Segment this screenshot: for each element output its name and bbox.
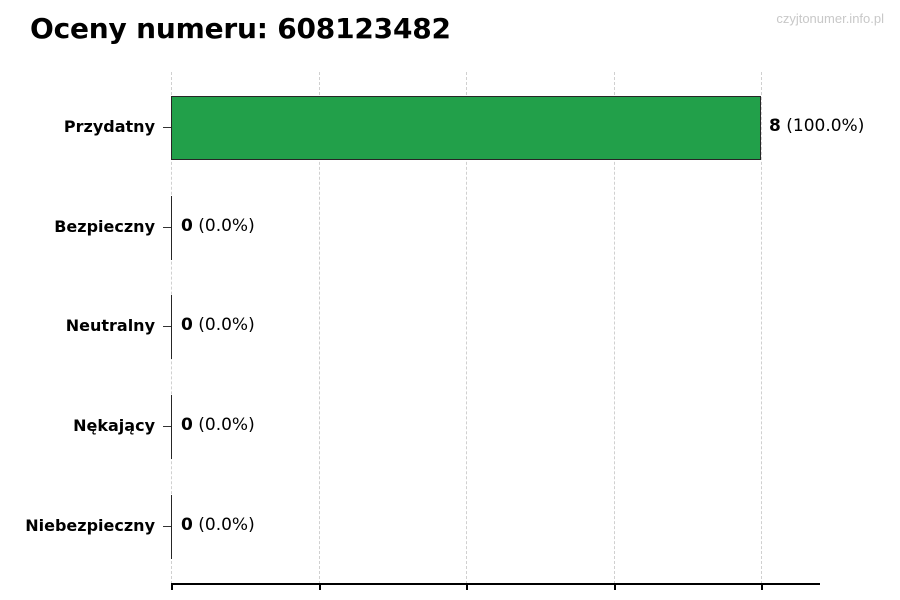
value-percent: (0.0%)	[198, 315, 255, 335]
x-tick-0	[171, 584, 173, 590]
value-count: 0	[181, 415, 193, 435]
value-count: 8	[769, 116, 781, 136]
bar-row: Bezpieczny 0 (0.0%)	[0, 196, 900, 260]
bar-row: Przydatny 8 (100.0%)	[0, 96, 900, 160]
category-label-niebezpieczny: Niebezpieczny	[25, 516, 155, 535]
x-tick-1	[318, 584, 321, 590]
value-count: 0	[181, 216, 193, 236]
x-tick-4	[761, 584, 763, 590]
gridline-3	[613, 72, 615, 584]
value-percent: (0.0%)	[198, 216, 255, 236]
value-label-przydatny: 8 (100.0%)	[769, 116, 864, 136]
y-tick-3	[163, 426, 172, 427]
y-tick-4	[163, 526, 172, 527]
gridline-4	[761, 72, 762, 584]
value-percent: (0.0%)	[198, 515, 255, 535]
y-tick-1	[163, 227, 172, 228]
bar-bezpieczny[interactable]	[171, 196, 172, 260]
x-tick-2	[466, 584, 468, 590]
bar-neutralny[interactable]	[171, 295, 172, 359]
value-count: 0	[181, 315, 193, 335]
bar-przydatny[interactable]	[171, 96, 761, 160]
value-label-bezpieczny: 0 (0.0%)	[181, 216, 255, 236]
y-tick-2	[163, 326, 172, 327]
category-label-bezpieczny: Bezpieczny	[54, 217, 155, 236]
gridline-1	[318, 72, 320, 584]
bar-nekajacy[interactable]	[171, 395, 172, 459]
category-label-nekajacy: Nękający	[73, 416, 155, 435]
bar-row: Neutralny 0 (0.0%)	[0, 295, 900, 359]
page-title: Oceny numeru: 608123482	[30, 12, 451, 45]
value-label-neutralny: 0 (0.0%)	[181, 315, 255, 335]
value-percent: (0.0%)	[198, 415, 255, 435]
value-label-niebezpieczny: 0 (0.0%)	[181, 515, 255, 535]
category-label-neutralny: Neutralny	[65, 316, 155, 335]
gridline-2	[466, 72, 467, 584]
value-label-nekajacy: 0 (0.0%)	[181, 415, 255, 435]
y-tick-0	[163, 127, 172, 128]
value-percent: (100.0%)	[786, 116, 865, 136]
value-count: 0	[181, 515, 193, 535]
bar-row: Nękający 0 (0.0%)	[0, 395, 900, 459]
bar-niebezpieczny[interactable]	[171, 495, 172, 559]
site-watermark: czyjtonumer.info.pl	[776, 11, 884, 26]
x-tick-3	[613, 584, 616, 590]
bar-row: Niebezpieczny 0 (0.0%)	[0, 495, 900, 559]
category-label-przydatny: Przydatny	[63, 117, 155, 136]
x-axis-line	[171, 583, 820, 585]
